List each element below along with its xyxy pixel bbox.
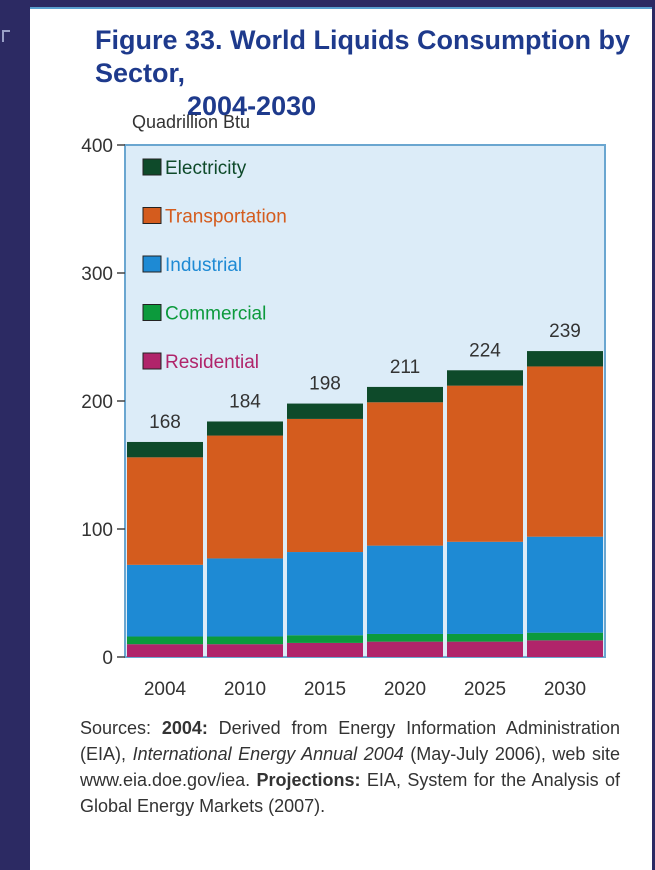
bar-segment-residential — [527, 640, 603, 657]
bar-total-label: 239 — [549, 321, 581, 342]
legend-swatch-transportation — [142, 207, 162, 224]
bar-segment-industrial — [447, 541, 523, 634]
top-border-bar — [30, 0, 655, 7]
bar-segment-commercial — [447, 633, 523, 642]
legend-swatch-electricity — [142, 158, 162, 176]
sources-projections-label: Projections: — [256, 770, 361, 790]
bar-segment-transportation — [367, 402, 443, 546]
bar-segment-industrial — [367, 545, 443, 634]
x-tick-label: 2025 — [464, 679, 506, 700]
bar-segment-residential — [287, 642, 363, 657]
bar-segment-transportation — [127, 457, 203, 565]
bar-segment-transportation — [287, 418, 363, 553]
bar-segment-electricity — [367, 386, 443, 403]
top-accent-line — [30, 7, 655, 9]
legend-label-residential: Residential — [165, 352, 259, 373]
legend-label-industrial: Industrial — [165, 255, 242, 276]
bar-total-label: 198 — [309, 374, 341, 395]
bar-segment-commercial — [367, 633, 443, 642]
bar-segment-commercial — [287, 635, 363, 643]
stacked-bar-chart: 0 100 200 300 400 168 2004 184 2010 198 2015 211 202… — [81, 136, 606, 700]
bar-segment-commercial — [207, 636, 283, 645]
bar-total-label: 168 — [149, 412, 181, 433]
sources-2004-label: 2004: — [161, 718, 208, 738]
bar-segment-commercial — [127, 636, 203, 645]
y-axis-unit-label: Quadrillion Btu — [132, 112, 251, 132]
legend-label-transportation: Transportation — [165, 207, 287, 228]
bar-segment-industrial — [207, 558, 283, 637]
bar-segment-electricity — [127, 441, 203, 458]
bar-total-label: 224 — [469, 340, 501, 361]
sources-2004-text2: (May-July 2006), web site www.eia.doe.go… — [80, 744, 620, 790]
plot-area — [124, 144, 606, 658]
sources-label: Sources: — [80, 718, 162, 738]
legend-label-electricity: Electricity — [165, 158, 247, 179]
legend-label-commercial: Commercial — [165, 304, 266, 325]
right-border-bar — [652, 0, 655, 870]
bar-segment-residential — [447, 641, 523, 657]
y-tick-label: 400 — [81, 136, 113, 157]
legend-swatch-industrial — [142, 255, 162, 273]
bar-segment-electricity — [447, 370, 523, 386]
x-tick-label: 2004 — [144, 679, 187, 700]
bar-segment-transportation — [207, 435, 283, 559]
sources-note: Sources: 2004: Derived from Energy Infor… — [80, 715, 620, 819]
sources-projections-text: EIA, System for the Analysis of Global E… — [80, 770, 620, 816]
chart-title-line1: Figure 33. World Liquids Consumption by … — [95, 25, 631, 88]
bar-segment-electricity — [287, 403, 363, 419]
x-tick-label: 2015 — [304, 679, 346, 700]
legend-swatch-commercial — [142, 304, 162, 321]
y-tick-label: 200 — [81, 392, 113, 413]
left-border-bar — [0, 0, 30, 870]
sources-2004-text: Derived from Energy Information Administ… — [80, 718, 620, 764]
y-tick-label: 0 — [102, 648, 113, 669]
chart-title: Figure 33. World Liquids Consumption by … — [95, 24, 635, 123]
x-tick-label: 2020 — [384, 679, 426, 700]
bar-segment-transportation — [527, 366, 603, 537]
bar-segment-electricity — [527, 351, 603, 367]
sources-publication: International Energy Annual 2004 — [132, 744, 404, 764]
bar-segment-industrial — [127, 564, 203, 637]
bar-segment-residential — [127, 644, 203, 657]
left-border-mark — [2, 30, 10, 42]
bar-segment-residential — [367, 641, 443, 657]
x-tick-label: 2030 — [544, 679, 586, 700]
y-tick-label: 300 — [81, 264, 113, 285]
bar-segment-residential — [207, 644, 283, 657]
bar-segment-industrial — [287, 552, 363, 636]
bar-total-label: 184 — [229, 391, 261, 412]
legend-swatch-residential — [142, 352, 162, 370]
chart-title-line2: 2004-2030 — [187, 91, 317, 121]
y-tick-label: 100 — [81, 520, 113, 541]
bar-segment-transportation — [447, 385, 523, 542]
bar-segment-commercial — [527, 632, 603, 641]
bar-total-label: 211 — [390, 357, 420, 378]
bar-segment-industrial — [527, 536, 603, 633]
x-tick-label: 2010 — [224, 679, 266, 700]
bar-segment-electricity — [207, 421, 283, 436]
